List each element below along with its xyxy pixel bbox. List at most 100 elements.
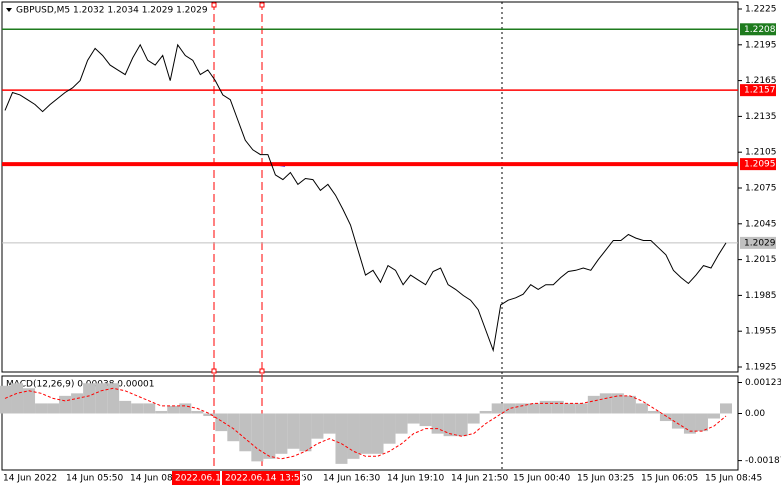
signal-line — [4, 387, 727, 460]
level-label: 1.2208 — [744, 25, 776, 35]
y-tick-label: 1.2075 — [745, 184, 777, 194]
macd-bar — [335, 413, 348, 464]
macd-bar — [539, 400, 552, 414]
marker-handle — [259, 2, 265, 8]
macd-bar — [347, 413, 360, 459]
macd-bar — [203, 413, 216, 417]
marker-label-box — [222, 471, 300, 485]
level-label-box — [740, 84, 776, 97]
macd-panel — [1, 375, 739, 471]
marker-handle — [211, 368, 217, 374]
level-label: 1.2029 — [744, 238, 776, 248]
macd-bar — [431, 413, 444, 434]
macd-bar — [227, 413, 240, 442]
macd-title: MACD(12,26,9) 0.00038 0.00001 — [6, 380, 155, 390]
macd-bar — [455, 413, 468, 437]
x-tick-label: 14 Jun 19:10 — [387, 474, 444, 484]
y-tick-label: 1.2225 — [745, 5, 777, 15]
macd-bar — [443, 413, 456, 437]
macd-bar — [83, 383, 96, 414]
macd-bar — [35, 403, 48, 414]
macd-bar — [155, 410, 168, 414]
macd-bar — [575, 403, 588, 414]
macd-bar — [720, 403, 732, 414]
macd-bar — [71, 393, 84, 414]
macd-bar — [59, 395, 72, 414]
y-tick-label: 1.1955 — [745, 327, 777, 337]
title-arrow — [6, 8, 12, 12]
macd-bar — [215, 413, 228, 432]
y-tick-label: 1.2105 — [745, 148, 777, 158]
x-tick-label: 15 Jun 06:05 — [641, 474, 698, 484]
level-label-box — [740, 23, 776, 36]
macd-bar — [647, 410, 660, 414]
x-tick-label: 14 Jun 21:50 — [451, 474, 508, 484]
macd-bar — [95, 383, 108, 414]
macd-bar — [0, 385, 11, 414]
marker-handle — [211, 2, 217, 8]
macd-bar — [359, 413, 372, 454]
macd-bar — [119, 400, 132, 414]
marker-handle — [259, 368, 265, 374]
macd-bar — [311, 413, 324, 439]
macd-bar — [263, 413, 276, 459]
macd-bar — [491, 403, 504, 414]
macd-bar — [419, 413, 432, 427]
macd-bar — [515, 403, 528, 414]
macd-bar — [527, 403, 540, 414]
macd-bar — [395, 413, 408, 434]
y-tick-label: 1.2165 — [745, 76, 777, 86]
macd-bar — [251, 413, 264, 462]
macd-bar — [467, 413, 480, 424]
macd-bar — [587, 395, 600, 414]
macd-bar — [551, 400, 564, 414]
y-tick-label: 1.2015 — [745, 255, 777, 265]
macd-bar — [23, 388, 36, 414]
x-tick-label: 15 Jun 08:45 — [705, 474, 762, 484]
macd-bar — [11, 383, 24, 414]
macd-bar — [503, 403, 516, 414]
level-label-box — [740, 158, 776, 171]
macd-bar — [191, 410, 204, 414]
macd-bar — [371, 413, 384, 454]
macd-bar — [659, 413, 672, 422]
macd-bar — [407, 413, 420, 424]
macd-bar — [563, 403, 576, 414]
x-tick-label: 50 — [301, 474, 313, 484]
macd-bar — [179, 403, 192, 414]
y-tick-label: 1.1925 — [745, 363, 777, 373]
x-tick-label: 15 Jun 00:40 — [513, 474, 570, 484]
macd-bar — [479, 410, 492, 414]
macd-bar — [383, 413, 396, 444]
macd-bar — [623, 395, 636, 414]
macd-bar — [275, 413, 288, 454]
price-line — [4, 43, 727, 353]
macd-bar — [143, 403, 156, 414]
price-panel — [1, 1, 739, 373]
macd-bar — [131, 403, 144, 414]
y-tick-label: 1.1985 — [745, 291, 777, 301]
macd-bar — [707, 413, 720, 419]
macd-bar — [635, 403, 648, 414]
y-tick-label: 1.2135 — [745, 112, 777, 122]
y-tick-label: 0.00123 — [745, 378, 781, 388]
marker-label: 2022.06.14 — [175, 474, 227, 484]
marker-label: 2022.06.14 13:55 — [225, 474, 305, 484]
y-tick-label: 1.2045 — [745, 219, 777, 229]
macd-bar — [323, 413, 336, 434]
x-tick-label: 15 Jun 03:25 — [577, 474, 634, 484]
x-tick-label: 14 Jun 2022 — [3, 474, 57, 484]
macd-bar — [671, 413, 684, 429]
level-label: 1.2095 — [744, 160, 776, 170]
marker-label-box — [172, 471, 220, 485]
y-tick-label: 0.00 — [745, 409, 765, 419]
macd-bar — [107, 383, 120, 414]
level-label-box — [740, 236, 776, 249]
y-tick-label: -0.00187 — [745, 456, 781, 466]
macd-bar — [683, 413, 696, 434]
macd-bar — [299, 413, 312, 452]
y-tick-label: 1.2195 — [745, 40, 777, 50]
x-tick-label: 14 Jun 16:30 — [323, 474, 380, 484]
macd-bar — [287, 413, 300, 449]
